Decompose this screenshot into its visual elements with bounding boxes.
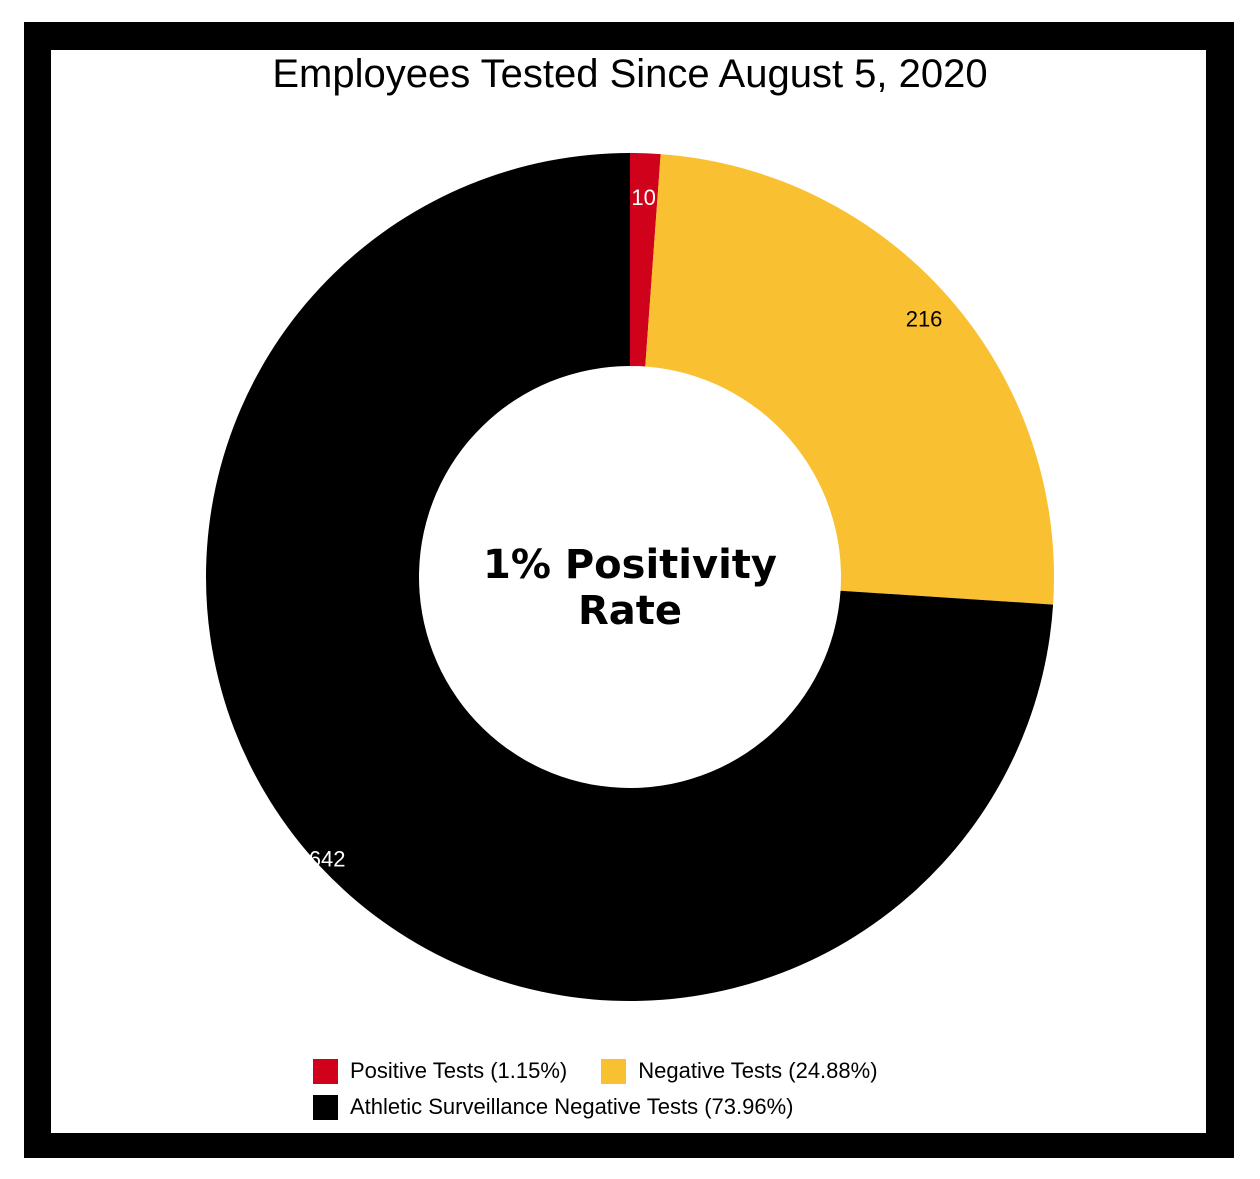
legend-row-2: Athletic Surveillance Negative Tests (73…: [313, 1089, 1073, 1125]
legend-swatch-athletic: [313, 1094, 338, 1120]
legend-item-athletic: Athletic Surveillance Negative Tests (73…: [313, 1089, 793, 1125]
slice-negative: [645, 154, 1054, 605]
slice-label-negative: 216: [906, 307, 943, 332]
slice-athletic: [206, 153, 1054, 1001]
slice-label-athletic: 642: [309, 847, 346, 872]
legend-label-positive: Positive Tests (1.15%): [350, 1058, 568, 1083]
positivity-rate-line-1: 1% Positivity: [483, 542, 777, 588]
positivity-rate-label: 1% Positivity Rate: [430, 542, 830, 634]
slice-positive: [630, 153, 661, 367]
legend-swatch-positive: [313, 1058, 338, 1084]
legend-label-negative: Negative Tests (24.88%): [638, 1058, 878, 1083]
legend-row-1: Positive Tests (1.15%) Negative Tests (2…: [313, 1053, 1073, 1089]
legend-label-athletic: Athletic Surveillance Negative Tests (73…: [350, 1094, 794, 1119]
chart-legend: Positive Tests (1.15%) Negative Tests (2…: [313, 1053, 1073, 1125]
legend-item-positive: Positive Tests (1.15%): [313, 1053, 567, 1089]
slice-label-positive: 10: [631, 185, 655, 210]
positivity-rate-line-2: Rate: [577, 588, 683, 634]
chart-title: Employees Tested Since August 5, 2020: [272, 52, 988, 96]
legend-swatch-negative: [601, 1058, 627, 1084]
legend-item-negative: Negative Tests (24.88%): [601, 1053, 878, 1089]
